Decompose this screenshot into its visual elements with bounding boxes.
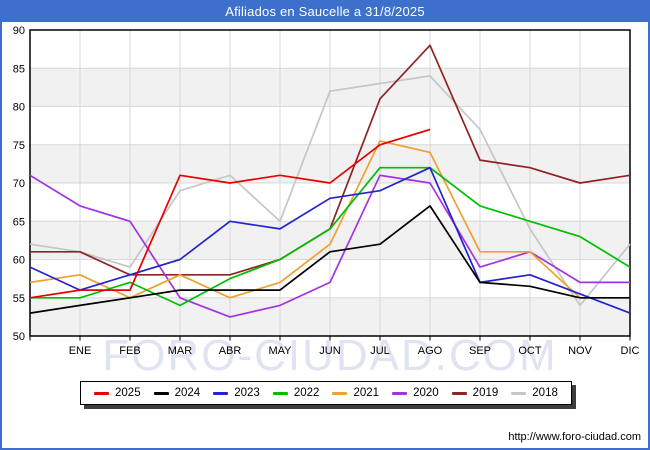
plot-border [29, 29, 631, 337]
legend-swatch-2018 [511, 391, 527, 395]
y-axis-label: 90 [13, 25, 25, 37]
legend-label: 2025 [115, 387, 141, 399]
y-axis-label: 50 [13, 331, 25, 343]
legend-label: 2021 [353, 387, 380, 399]
x-axis-label: SEP [469, 345, 491, 357]
legend-swatch-2025 [94, 391, 110, 395]
plot-band [30, 297, 630, 336]
legend-item-2025: 2025 [94, 387, 141, 399]
x-axis-label: OCT [518, 345, 542, 357]
legend-item-2022: 2022 [272, 387, 320, 399]
y-axis-label: 80 [13, 102, 25, 114]
x-axis-label: JUL [370, 345, 390, 357]
y-axis-label: 75 [13, 140, 25, 152]
series-line-2023 [29, 166, 631, 314]
footer-link[interactable]: http://www.foro-ciudad.com [508, 431, 641, 443]
legend-label: 2018 [532, 387, 558, 399]
series-line-2019 [30, 44, 631, 276]
y-axis-label: 60 [13, 255, 25, 267]
legend-swatch-2019 [451, 391, 467, 395]
x-axis-label: FEB [119, 345, 140, 357]
legend-label: 2022 [293, 387, 320, 399]
legend: 2025 2024 2023 2022 2021 2020 2019 2018 [80, 381, 572, 405]
legend-item-2020: 2020 [392, 387, 439, 399]
x-axis-label: ENE [69, 345, 92, 357]
x-axis-label: AGO [418, 345, 443, 357]
x-axis-label: NOV [568, 345, 593, 357]
y-axis-label: 65 [13, 216, 25, 228]
legend-swatch-2021 [332, 391, 348, 395]
legend-swatch-2024 [153, 391, 169, 395]
x-axis-label: ABR [219, 345, 242, 357]
legend-swatch-2020 [392, 391, 408, 395]
legend-item-2023: 2023 [213, 387, 260, 399]
legend-swatch-2022 [272, 391, 288, 395]
series-line-2020 [29, 174, 630, 318]
watermark: FORO-CIUDAD.COM [102, 331, 557, 380]
series-line-2021 [29, 140, 630, 299]
y-axis-label: 85 [13, 63, 25, 75]
chart-title: Afiliados en Saucelle a 31/8/2025 [2, 2, 648, 22]
y-axis-label: 70 [13, 178, 25, 190]
legend-item-2021: 2021 [332, 387, 379, 399]
legend-label: 2024 [174, 387, 201, 399]
x-axis-label: DIC [621, 345, 640, 357]
plot-band [30, 144, 630, 183]
series-line-2025 [29, 128, 431, 299]
plot-band [30, 68, 630, 107]
x-axis-label: MAY [268, 345, 292, 357]
series-line-2018 [29, 75, 631, 307]
legend-label: 2019 [472, 387, 499, 399]
plot-band [30, 221, 630, 260]
legend-item-2018: 2018 [511, 387, 558, 399]
legend-item-2024: 2024 [153, 387, 201, 399]
series-line-2024 [29, 205, 630, 314]
legend-swatch-2023 [213, 391, 229, 395]
series-line-2022 [30, 166, 631, 307]
legend-label: 2023 [234, 387, 260, 399]
x-axis-label: JUN [319, 345, 340, 357]
x-axis-label: MAR [168, 345, 193, 357]
legend-label: 2020 [413, 387, 439, 399]
y-axis-label: 55 [13, 293, 25, 305]
legend-item-2019: 2019 [451, 387, 499, 399]
